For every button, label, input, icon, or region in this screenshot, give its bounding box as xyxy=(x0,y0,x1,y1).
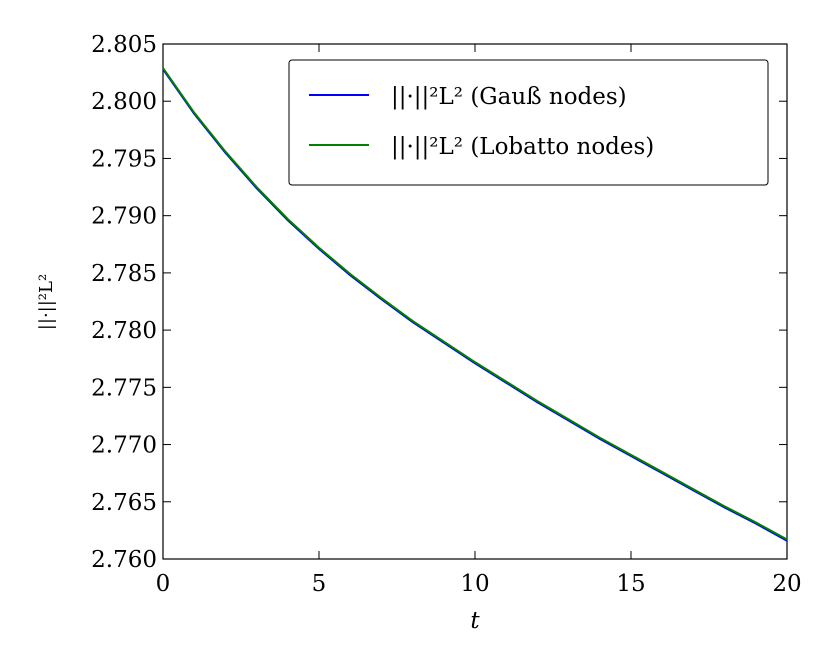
y-tick-label: 2.785 xyxy=(91,261,157,287)
y-tick-label: 2.795 xyxy=(91,146,157,172)
x-tick-label: 0 xyxy=(156,571,171,597)
x-tick-label: 10 xyxy=(460,571,489,597)
y-tick-label: 2.800 xyxy=(91,89,157,115)
x-axis-label: t xyxy=(470,608,480,634)
legend-label: ||·||²L² (Gauß nodes) xyxy=(391,84,627,110)
y-tick-label: 2.780 xyxy=(91,318,157,344)
x-tick-label: 15 xyxy=(616,571,645,597)
x-tick-label: 5 xyxy=(312,571,327,597)
y-tick-label: 2.805 xyxy=(91,32,157,58)
y-tick-label: 2.760 xyxy=(91,547,157,573)
y-tick-label: 2.765 xyxy=(91,490,157,516)
y-axis-label: ||·||²L² xyxy=(36,274,57,330)
legend-box xyxy=(288,59,769,186)
line-series xyxy=(162,67,788,541)
x-tick-label: 20 xyxy=(772,571,801,597)
y-tick-label: 2.775 xyxy=(91,375,157,401)
legend-label: ||·||²L² (Lobatto nodes) xyxy=(391,134,654,160)
y-tick-label: 2.790 xyxy=(91,204,157,230)
y-tick-label: 2.770 xyxy=(91,433,157,459)
